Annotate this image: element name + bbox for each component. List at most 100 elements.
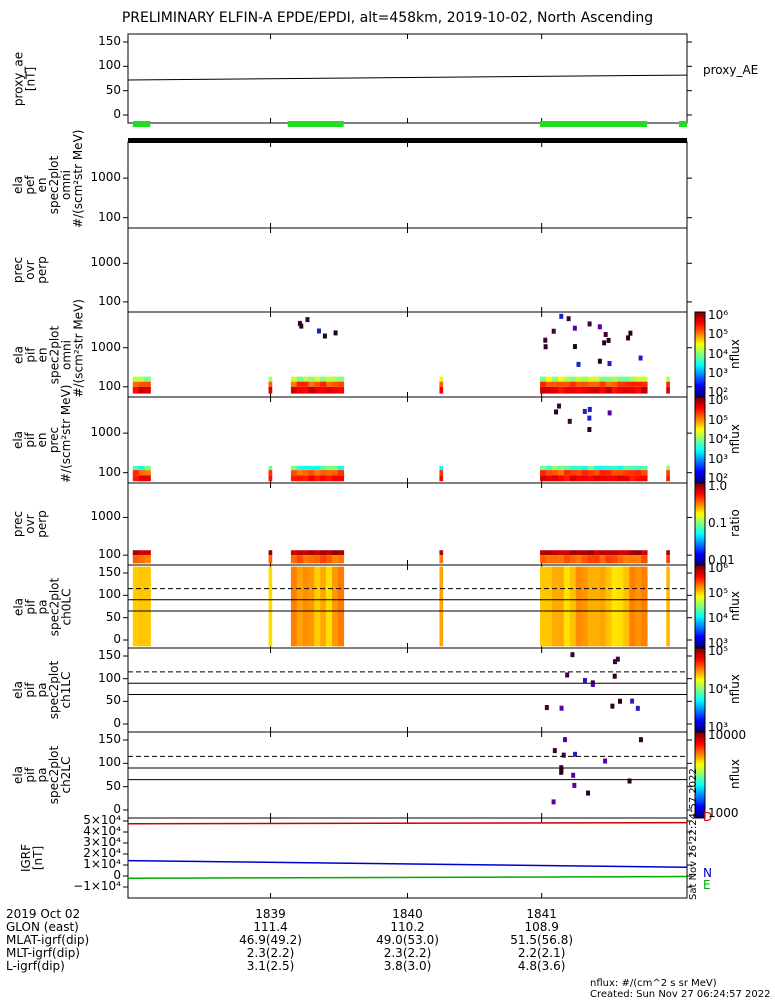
colorbar-3-cell [695,637,705,641]
colorbar-5-cell [695,732,705,735]
ylabel-line: #/(scm²str MeV) [71,129,85,228]
xaxis-row-value: 108.9 [524,920,559,934]
colorbar-2-cell [695,550,705,554]
pif-prec-cell [551,470,559,476]
pif-prec-cell [326,470,333,476]
pa-ch1-pixel [618,698,623,704]
pif-ratio-cell [132,555,140,564]
pif-ratio-cell [144,555,151,564]
pif-prec-cell [641,465,648,471]
xaxis-row-value: 3.1(2.5) [246,959,295,973]
colorbar-label: nflux [728,424,742,454]
pif-prec-cell [268,465,273,471]
colorbar-4-cell [695,681,705,685]
pif-prec-cell [666,475,670,482]
colorbar-0-cell [695,331,705,334]
pif-omni-pixel [626,335,631,341]
xaxis-row-label: MLAT-igrf(dip) [6,933,90,947]
pif-ratio-cell [605,555,612,564]
pa-ch0-cell [593,566,601,647]
colorbar-1-cell [695,478,705,482]
colorbar-0-cell [695,369,705,372]
colorbar-2-cell [695,503,705,507]
pif-ratio-cell [302,550,309,556]
colorbar-tick: 10⁶ [708,308,729,322]
pif-omni-cell [320,386,327,394]
pif-prec-cell [605,465,612,471]
igrf-line-E [127,875,688,879]
pif-omni-cell [326,381,333,387]
pif-ratio-cell [641,550,648,556]
pif-ratio-cell [611,550,618,556]
xaxis-row-value: 3.8(3.0) [383,959,432,973]
pif-omni-cell [629,381,636,387]
pif-ratio-cell [617,555,624,564]
pa-ch0-cell [331,566,339,647]
colorbar-tick: 10⁴ [708,611,729,625]
pif-prec-cell [296,475,304,482]
pif-omni-cell [268,381,273,387]
ytick-label: 50 [105,82,121,97]
panel-frame-pef_ratio [127,227,688,313]
pa-ch0-cell [144,566,151,647]
pif-prec-cell [623,470,630,476]
pif-prec-cell [593,465,601,471]
xaxis-row-value: 46.9(49.2) [239,933,302,947]
colorbar-3-cell [695,571,705,574]
colorbar-4-cell [695,650,705,653]
pa-ch0-cell [138,566,146,647]
colorbar-5-cell [695,794,705,797]
pif-omni-cell [132,376,140,382]
ytick-label: 50 [105,609,121,624]
pif-omni-pixel [543,344,548,350]
pif-omni-cell [569,376,577,382]
pif-omni-cell [587,376,595,382]
pif-omni-cell [581,376,589,382]
pif-prec-cell [581,465,589,471]
pif-prec-cell [569,465,577,471]
colorbar-2-cell [695,524,705,527]
pif-omni-cell [551,381,559,387]
pa-ch0-cell [320,566,327,647]
pif-omni-cell [635,386,642,394]
colorbar-0-cell [695,375,705,379]
colorbar-2-cell [695,546,705,550]
colorbar-5-cell [695,772,705,776]
pif-prec-cell [575,470,583,476]
ylabel-pif_omni: ela pif en spec2plot omni #/(scm²str MeV) [11,299,85,397]
colorbar-2-cell [695,501,705,504]
pif-prec-cell [546,475,553,482]
xaxis-row-value: 51.5(56.8) [510,933,574,947]
colorbar-3-cell [695,643,705,647]
colorbar-0-cell [695,390,705,394]
pif-ratio-cell [557,550,565,556]
colorbar-tick: 10² [708,385,729,399]
colorbar-3-cell [695,579,705,583]
colorbar-5-cell [695,753,705,757]
pif-omni-cell [629,386,636,394]
colorbar-4-cell [695,706,705,710]
pif-omni-cell [623,381,630,387]
colorbar-2-cell [695,562,705,566]
pif-omni-cell [290,386,298,394]
panel-frame-igrf [127,817,688,899]
pif-omni-cell [557,386,565,394]
pif-ratio-cell [308,555,315,564]
colorbar-3-cell [695,573,705,576]
colorbar-3-cell [695,589,705,593]
colorbar-5-cell [695,796,705,800]
pa-ch0-cell [308,566,315,647]
colorbar-4-cell [695,711,705,714]
pif-omni-cell [268,376,273,382]
pif-ratio-cell [587,550,595,556]
colorbar-5-cell [695,798,705,802]
pa-ch0-cell [617,566,624,647]
ytick-label: 1000 [90,425,121,440]
pif-omni-cell [557,381,565,387]
pif-ratio-cell [268,555,273,564]
colorbar-1-cell [695,440,705,443]
pa-ch0-cell [666,566,670,647]
pif-ratio-cell [581,550,589,556]
pif-prec-cell [540,465,547,471]
pif-omni-pixel [316,328,321,334]
